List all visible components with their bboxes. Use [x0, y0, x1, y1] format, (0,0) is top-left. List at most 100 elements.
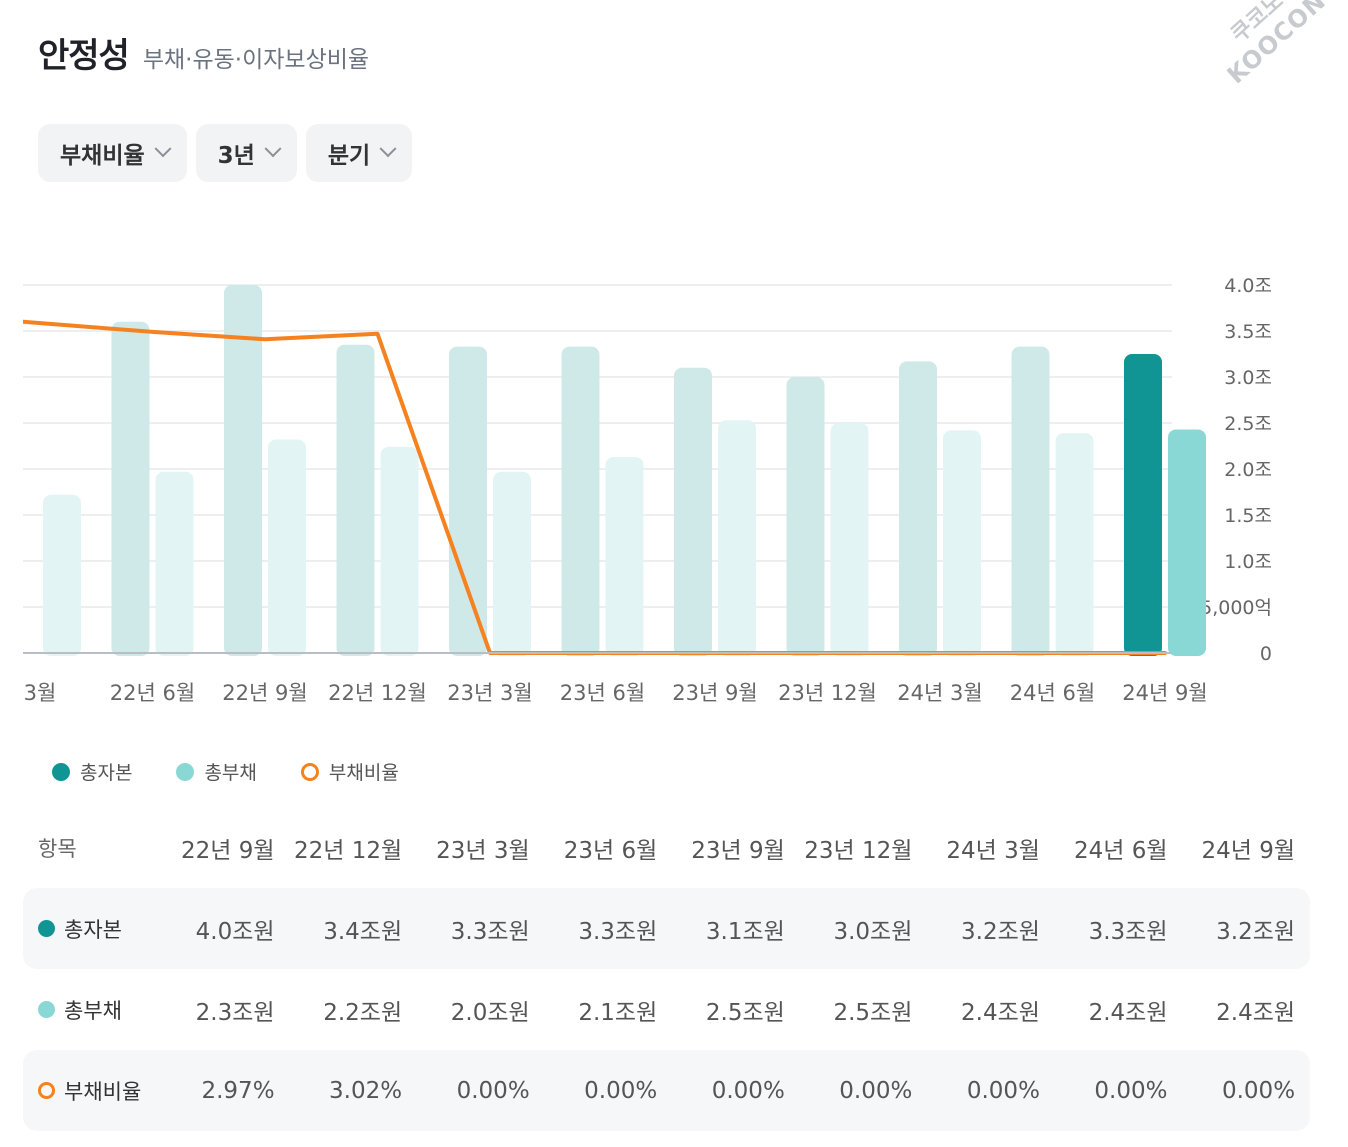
- y-tick-label: 4.0조: [1224, 275, 1272, 297]
- y-tick-label: 5,000억: [1200, 597, 1272, 619]
- x-tick-label: 24년 6월: [1010, 681, 1095, 705]
- filter-bar: 부채비율 3년 분기: [38, 124, 413, 182]
- table-row: 부채비율 2.97% 3.02% 0.00% 0.00% 0.00% 0.00% 0.00% 0…: [23, 1050, 1310, 1131]
- legend-item[interactable]: 총자본: [52, 758, 132, 785]
- table-cell: 0.00%: [711, 1077, 785, 1104]
- table-cell: 2.3조원: [195, 999, 275, 1026]
- bar-capital: [1124, 354, 1162, 656]
- bar-capital: [899, 361, 937, 656]
- bar-capital: [674, 367, 712, 656]
- legend-item[interactable]: 총부채: [176, 758, 257, 785]
- table-cell: 3.3조원: [1088, 918, 1168, 945]
- table-column-header: 23년 3월: [436, 838, 530, 864]
- table-cell: 0.00%: [584, 1077, 658, 1104]
- legend-label: 부채비율: [328, 762, 399, 784]
- ring-marker-icon: [300, 762, 319, 781]
- bar-capital: [786, 377, 825, 656]
- table-header-label: 항목: [38, 837, 77, 861]
- bar-capital: [449, 346, 487, 656]
- table-row-label: 부채비율: [23, 1050, 162, 1131]
- x-tick-label: 23년 9월: [672, 681, 757, 705]
- legend-label: 총자본: [80, 762, 133, 784]
- legend-label: 총부채: [204, 762, 257, 784]
- table-column-header: 23년 6월: [563, 838, 658, 864]
- period-dropdown[interactable]: 3년: [195, 124, 297, 182]
- table-column-header: 24년 3월: [946, 838, 1040, 864]
- table-cell: 3.3조원: [578, 918, 658, 945]
- table-row-label-text: 부채비율: [64, 1079, 142, 1104]
- table-cell: 3.1조원: [705, 918, 785, 945]
- table-cell: 3.4조원: [323, 918, 403, 945]
- x-tick-label: 23년 3월: [447, 681, 532, 705]
- bar-liability: [493, 471, 531, 656]
- bar-liability: [1168, 429, 1206, 656]
- bar-liability: [380, 446, 419, 656]
- chevron-down-icon: [154, 140, 172, 158]
- table-cell: 2.4조원: [961, 999, 1040, 1026]
- table-cell: 3.3조원: [450, 918, 530, 945]
- bar-liability: [155, 471, 194, 656]
- legend-item[interactable]: 부채비율: [300, 758, 399, 785]
- metric-dropdown-label: 부채비율: [60, 143, 145, 169]
- table-cell: 0.00%: [966, 1077, 1040, 1104]
- y-tick-label: 2.0조: [1224, 459, 1272, 481]
- stability-chart: 0 5,000억 1.0조 1.5조 2.0조 2.5조 3.0조 3.5조 4.0조 3월 22년…: [23, 275, 1272, 705]
- bar-capital: [224, 285, 262, 656]
- table-column-header: 22년 9월: [181, 838, 275, 864]
- bars-group: [23, 285, 1206, 656]
- x-tick-label: 23년 6월: [560, 681, 645, 705]
- table-cell: 2.5조원: [833, 999, 913, 1026]
- chevron-down-icon: [264, 140, 282, 158]
- table-cell: 2.4조원: [1216, 999, 1296, 1026]
- interval-dropdown[interactable]: 분기: [305, 124, 413, 182]
- bar-liability: [830, 423, 869, 656]
- table-cell: 0.00%: [1221, 1077, 1296, 1104]
- table-cell: 3.0조원: [833, 918, 913, 945]
- x-tick-label: 22년 12월: [328, 681, 427, 705]
- x-tick-label: 22년 9월: [222, 681, 307, 705]
- table-column-header: 24년 6월: [1073, 838, 1168, 864]
- y-tick-label: 2.5조: [1224, 413, 1272, 435]
- metric-dropdown[interactable]: 부채비율: [38, 124, 187, 182]
- bar-liability: [605, 457, 644, 656]
- table-cell: 2.5조원: [705, 999, 785, 1026]
- dot-marker-icon: [176, 762, 195, 781]
- table-row: 총자본 4.0조원 3.4조원 3.3조원 3.3조원 3.1조원 3.0조원 3.2조원 3.…: [23, 888, 1310, 969]
- table-cell: 2.4조원: [1088, 999, 1168, 1026]
- table-cell: 0.00%: [456, 1077, 530, 1104]
- ring-marker-icon: [38, 1082, 55, 1099]
- table-column-header: 22년 12월: [293, 838, 403, 864]
- bar-liability: [943, 430, 981, 656]
- x-tick-label: 23년 12월: [778, 681, 877, 705]
- table-column-header: 24년 9월: [1201, 838, 1296, 864]
- chevron-down-icon: [379, 140, 397, 158]
- table-column-header: 23년 9월: [691, 838, 785, 864]
- y-tick-label: 1.0조: [1224, 551, 1272, 573]
- table-cell: 0.00%: [839, 1077, 913, 1104]
- table-cell: 2.0조원: [450, 999, 530, 1026]
- y-tick-label: 1.5조: [1224, 505, 1272, 527]
- table-row-label-text: 총자본: [64, 917, 122, 942]
- table-cell: 3.2조원: [1216, 918, 1296, 945]
- page-title: 안정성: [38, 36, 130, 76]
- interval-dropdown-label: 분기: [327, 143, 371, 169]
- table-cell: 4.0조원: [195, 918, 275, 945]
- dot-marker-icon: [38, 1001, 55, 1018]
- dot-marker-icon: [38, 920, 55, 937]
- chart-legend: 총자본 총부채 부채비율: [52, 758, 399, 785]
- y-tick-label: 3.5조: [1224, 321, 1272, 343]
- table-row: 총부채 2.3조원 2.2조원 2.0조원 2.1조원 2.5조원 2.5조원 2.4조원 2.…: [23, 969, 1310, 1050]
- bar-capital: [111, 321, 150, 656]
- data-table: 항목 22년 9월 22년 12월 23년 3월 23년 6월 23년 9월 23년 12월…: [23, 808, 1310, 1131]
- watermark-logo: 쿠코노미 KOOCONOMY: [1205, 0, 1348, 89]
- table-row-label: 총자본: [23, 888, 162, 969]
- table-cell: 2.1조원: [578, 999, 658, 1026]
- y-tick-label: 0: [1260, 643, 1272, 665]
- table-row-label-text: 총부채: [64, 998, 122, 1023]
- period-dropdown-label: 3년: [217, 143, 255, 169]
- bar-capital: [1011, 346, 1050, 656]
- x-tick-label: 22년 6월: [110, 681, 195, 705]
- bar-liability: [268, 439, 306, 656]
- table-header-row: 항목 22년 9월 22년 12월 23년 3월 23년 6월 23년 9월 23년 12월…: [23, 808, 1310, 888]
- table-cell: 3.2조원: [961, 918, 1040, 945]
